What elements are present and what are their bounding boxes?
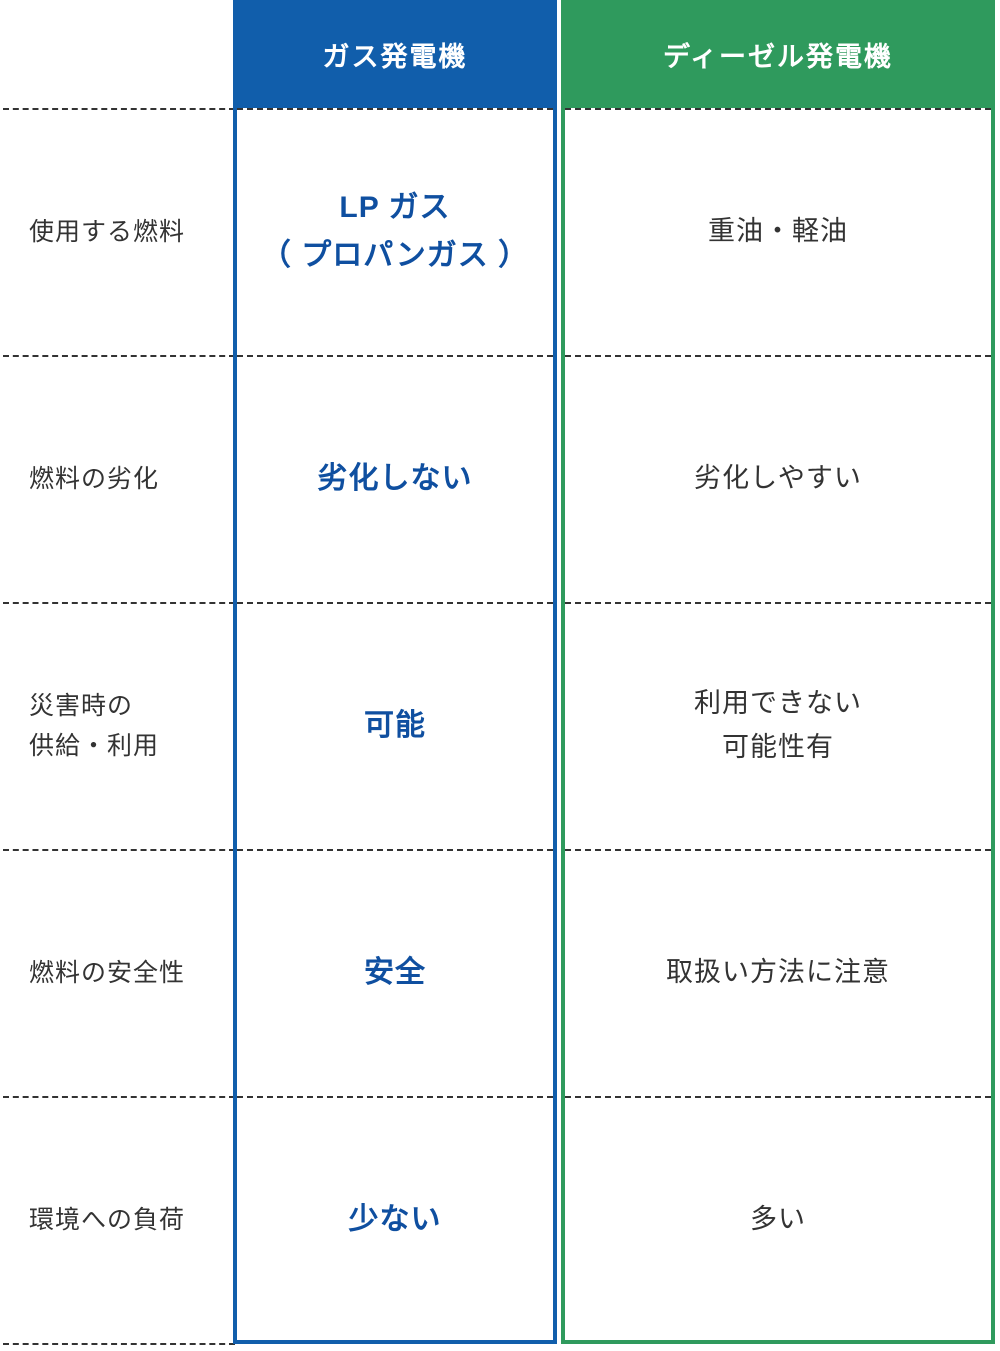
header-empty xyxy=(5,0,233,108)
row-gas-value: LP ガス（ プロパンガス ） xyxy=(237,108,553,355)
row-gas-value: 安全 xyxy=(237,849,553,1096)
header-diesel: ディーゼル発電機 xyxy=(565,0,991,108)
col-label: 使用する燃料燃料の劣化災害時の供給・利用燃料の安全性環境への負荷 xyxy=(5,0,233,1344)
row-label: 災害時の供給・利用 xyxy=(5,602,233,849)
row-separator xyxy=(3,1343,235,1345)
comparison-table: 使用する燃料燃料の劣化災害時の供給・利用燃料の安全性環境への負荷 ガス発電機 L… xyxy=(5,0,995,1344)
row-diesel-value: 重油・軽油 xyxy=(565,108,991,355)
row-gas-value: 可能 xyxy=(237,602,553,849)
row-label: 燃料の安全性 xyxy=(5,849,233,1096)
row-diesel-value: 取扱い方法に注意 xyxy=(565,849,991,1096)
row-diesel-value: 多い xyxy=(565,1096,991,1343)
row-label: 使用する燃料 xyxy=(5,108,233,355)
row-diesel-value: 利用できない可能性有 xyxy=(565,602,991,849)
col-diesel: ディーゼル発電機 重油・軽油劣化しやすい利用できない可能性有取扱い方法に注意多い xyxy=(561,0,995,1344)
row-label: 環境への負荷 xyxy=(5,1096,233,1343)
row-gas-value: 劣化しない xyxy=(237,355,553,602)
col-gas: ガス発電機 LP ガス（ プロパンガス ）劣化しない可能安全少ない xyxy=(233,0,557,1344)
row-diesel-value: 劣化しやすい xyxy=(565,355,991,602)
row-label: 燃料の劣化 xyxy=(5,355,233,602)
header-gas: ガス発電機 xyxy=(237,0,553,108)
row-gas-value: 少ない xyxy=(237,1096,553,1343)
